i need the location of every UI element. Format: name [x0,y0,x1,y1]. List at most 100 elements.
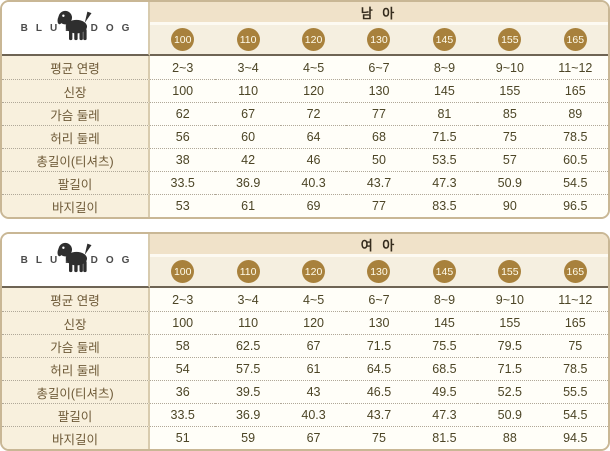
value-cell: 9~10 [477,56,543,79]
size-header-110: 110 [215,257,281,288]
girls-size-table: BLUE DOG 여 아 100 110 120 130 145 155 165… [0,232,610,451]
value-cell: 52.5 [477,380,543,403]
value-cell: 100 [150,79,216,102]
row-label-age: 평균 연령 [2,288,150,311]
value-cell: 94.5 [542,426,608,449]
size-badge: 145 [432,260,456,283]
value-cell: 59 [215,426,281,449]
value-cell: 110 [215,311,281,334]
size-badge: 110 [236,28,260,51]
row-label-height: 신장 [2,311,150,334]
value-cell: 11~12 [542,56,608,79]
value-cell: 68.5 [411,357,478,380]
value-cell: 71.5 [477,357,543,380]
value-cell: 79.5 [477,334,543,357]
value-cell: 62.5 [215,334,281,357]
size-badge: 110 [236,260,260,283]
value-cell: 145 [411,79,478,102]
value-cell: 75 [542,334,608,357]
value-cell: 49.5 [411,380,478,403]
size-header-130: 130 [346,25,412,56]
value-cell: 77 [346,194,412,217]
size-badge: 100 [171,260,195,283]
size-header-100: 100 [150,25,216,56]
value-cell: 33.5 [150,171,216,194]
value-cell: 53 [150,194,216,217]
size-badge: 100 [171,28,195,51]
value-cell: 110 [215,79,281,102]
row-label-waist: 허리 둘레 [2,125,150,148]
value-cell: 54.5 [542,403,608,426]
value-cell: 51 [150,426,216,449]
value-cell: 83.5 [411,194,478,217]
dog-icon [57,242,92,273]
value-cell: 165 [542,79,608,102]
value-cell: 50.9 [477,403,543,426]
value-cell: 75 [477,125,543,148]
value-cell: 71.5 [346,334,412,357]
value-cell: 56 [150,125,216,148]
value-cell: 8~9 [411,56,478,79]
value-cell: 75 [346,426,412,449]
value-cell: 120 [280,311,347,334]
row-label-pants-length: 바지길이 [2,194,150,217]
value-cell: 165 [542,311,608,334]
value-cell: 120 [280,79,347,102]
size-header-130: 130 [346,257,412,288]
value-cell: 54.5 [542,171,608,194]
value-cell: 60 [215,125,281,148]
size-badge: 120 [302,260,326,283]
value-cell: 71.5 [411,125,478,148]
value-cell: 81.5 [411,426,478,449]
value-cell: 47.3 [411,403,478,426]
value-cell: 75.5 [411,334,478,357]
value-cell: 40.3 [280,171,347,194]
value-cell: 36.9 [215,403,281,426]
value-cell: 58 [150,334,216,357]
value-cell: 46 [280,148,347,171]
value-cell: 46.5 [346,380,412,403]
value-cell: 36 [150,380,216,403]
value-cell: 55.5 [542,380,608,403]
row-label-height: 신장 [2,79,150,102]
size-header-145: 145 [411,25,478,56]
value-cell: 6~7 [346,56,412,79]
size-badge: 165 [563,28,587,51]
value-cell: 62 [150,102,216,125]
size-badge: 120 [302,28,326,51]
value-cell: 50.9 [477,171,543,194]
size-badge: 165 [563,260,587,283]
size-badge: 145 [432,28,456,51]
value-cell: 69 [280,194,347,217]
value-cell: 3~4 [215,288,281,311]
size-badge: 155 [498,260,522,283]
value-cell: 60.5 [542,148,608,171]
value-cell: 77 [346,102,412,125]
value-cell: 78.5 [542,125,608,148]
value-cell: 43.7 [346,403,412,426]
value-cell: 88 [477,426,543,449]
value-cell: 36.9 [215,171,281,194]
size-badge: 130 [367,28,391,51]
size-header-145: 145 [411,257,478,288]
value-cell: 57 [477,148,543,171]
value-cell: 64.5 [346,357,412,380]
row-label-pants-length: 바지길이 [2,426,150,449]
value-cell: 130 [346,79,412,102]
value-cell: 67 [215,102,281,125]
value-cell: 155 [477,79,543,102]
row-label-arm-length: 팔길이 [2,403,150,426]
value-cell: 47.3 [411,171,478,194]
value-cell: 130 [346,311,412,334]
value-cell: 39.5 [215,380,281,403]
value-cell: 68 [346,125,412,148]
size-header-100: 100 [150,257,216,288]
boys-size-table: BLUE DOG 남 아 100 110 120 130 145 155 165… [0,0,610,219]
value-cell: 72 [280,102,347,125]
value-cell: 64 [280,125,347,148]
value-cell: 89 [542,102,608,125]
value-cell: 155 [477,311,543,334]
size-header-165: 165 [542,257,608,288]
row-label-chest: 가슴 둘레 [2,102,150,125]
value-cell: 81 [411,102,478,125]
